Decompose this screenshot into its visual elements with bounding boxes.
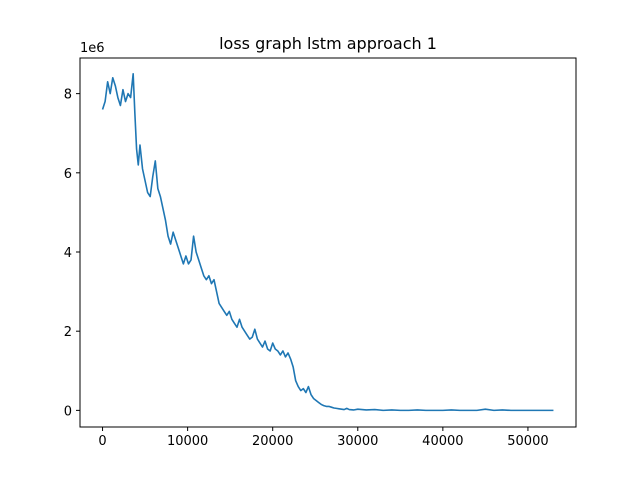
y-tick-label: 8 xyxy=(64,88,72,103)
axes-frame xyxy=(79,57,577,428)
y-tick-label: 4 xyxy=(64,246,72,261)
y-axis-offset-label: 1e6 xyxy=(80,41,105,56)
y-axis: 0 2 4 6 8 xyxy=(64,88,80,419)
x-tick-label: 40000 xyxy=(422,434,463,449)
y-tick-label: 0 xyxy=(64,404,72,419)
y-tick-label: 6 xyxy=(64,167,72,182)
x-tick-label: 30000 xyxy=(337,434,378,449)
plot-area xyxy=(101,73,554,412)
y-tick-label: 2 xyxy=(64,325,72,340)
x-tick-label: 20000 xyxy=(252,434,293,449)
loss-series-line xyxy=(101,73,554,412)
x-axis: 0 10000 20000 30000 40000 50000 xyxy=(98,427,549,449)
x-tick-label: 50000 xyxy=(507,434,548,449)
x-tick-label: 10000 xyxy=(167,434,208,449)
x-tick-label: 0 xyxy=(98,434,106,449)
chart-title: loss graph lstm approach 1 xyxy=(219,34,437,53)
